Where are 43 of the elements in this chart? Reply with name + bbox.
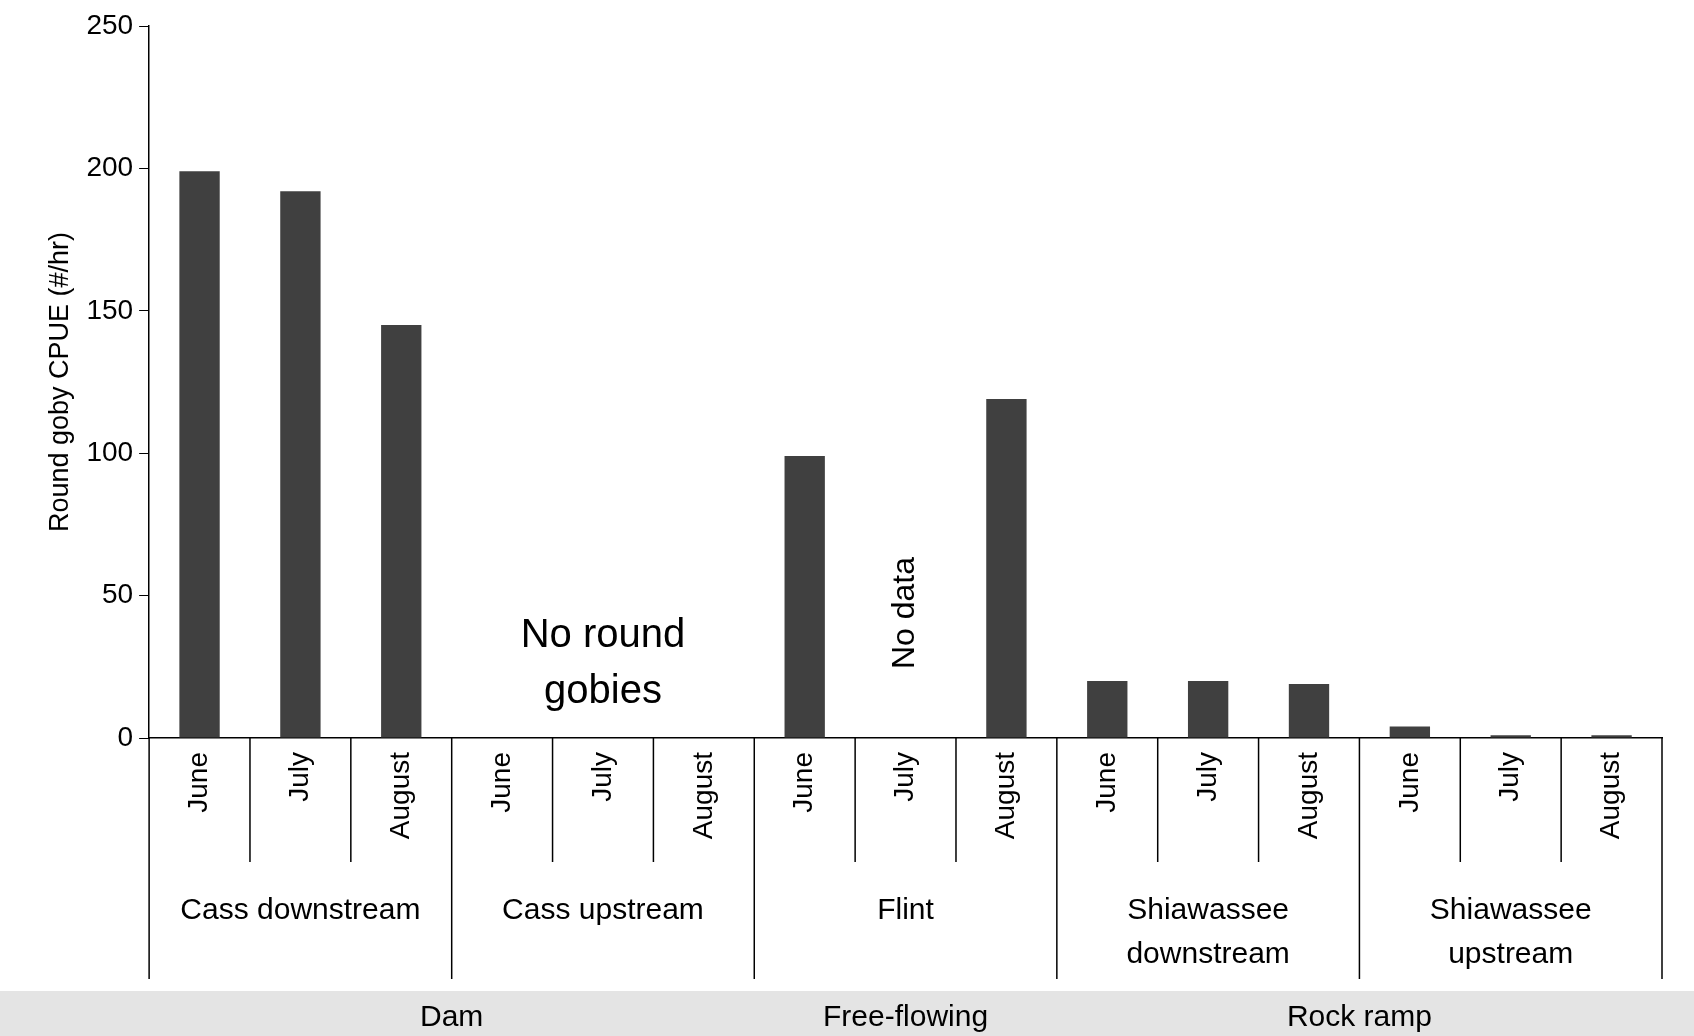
- bar: [986, 399, 1027, 738]
- x-tick-label: June: [1089, 752, 1121, 813]
- y-tick-label: 250: [86, 8, 134, 40]
- x-tick-label: August: [1291, 751, 1323, 840]
- bar: [381, 325, 422, 738]
- text: Dam: [420, 999, 484, 1033]
- x-tick-label: July: [283, 752, 315, 802]
- x-tick-label: June: [484, 752, 516, 813]
- annotation: No data: [885, 556, 922, 670]
- x-tick-label: August: [989, 751, 1021, 840]
- y-tick-label: 0: [117, 720, 134, 752]
- y-tick-label: 150: [86, 293, 134, 325]
- text: Cass upstream: [502, 892, 704, 926]
- y-tick-label: 50: [101, 578, 134, 610]
- x-tick-label: June: [787, 752, 819, 813]
- annotation: No round gobies: [520, 611, 686, 712]
- bar: [1288, 683, 1330, 738]
- x-tick-label: August: [1594, 751, 1626, 840]
- x-tick-label: July: [1493, 752, 1525, 802]
- text: Cass downstream: [180, 892, 421, 926]
- x-tick-label: August: [383, 751, 415, 840]
- bar: [179, 171, 220, 738]
- x-tick-label: August: [686, 751, 718, 840]
- x-tick-label: July: [585, 752, 617, 802]
- x-tick-label: July: [888, 752, 920, 802]
- y-tick-label: 200: [86, 151, 134, 183]
- x-tick-label: June: [182, 752, 214, 813]
- bar: [280, 191, 321, 738]
- text: Shiawassee upstream: [1429, 892, 1592, 970]
- text: Rock ramp: [1286, 999, 1432, 1033]
- text: Shiawassee downstream: [1126, 892, 1290, 970]
- bar: [1187, 681, 1229, 738]
- x-tick-label: June: [1392, 752, 1424, 813]
- y-axis-title: Round goby CPUE (#/hr): [43, 231, 74, 533]
- y-tick-label: 100: [86, 435, 134, 467]
- bar: [1490, 735, 1531, 738]
- bar: [1591, 735, 1632, 738]
- bar: [1087, 681, 1128, 738]
- text: Free-flowing: [823, 999, 989, 1033]
- bar: [784, 456, 825, 738]
- x-tick-label: July: [1190, 752, 1222, 802]
- bar: [1389, 726, 1431, 738]
- text: Flint: [877, 892, 935, 926]
